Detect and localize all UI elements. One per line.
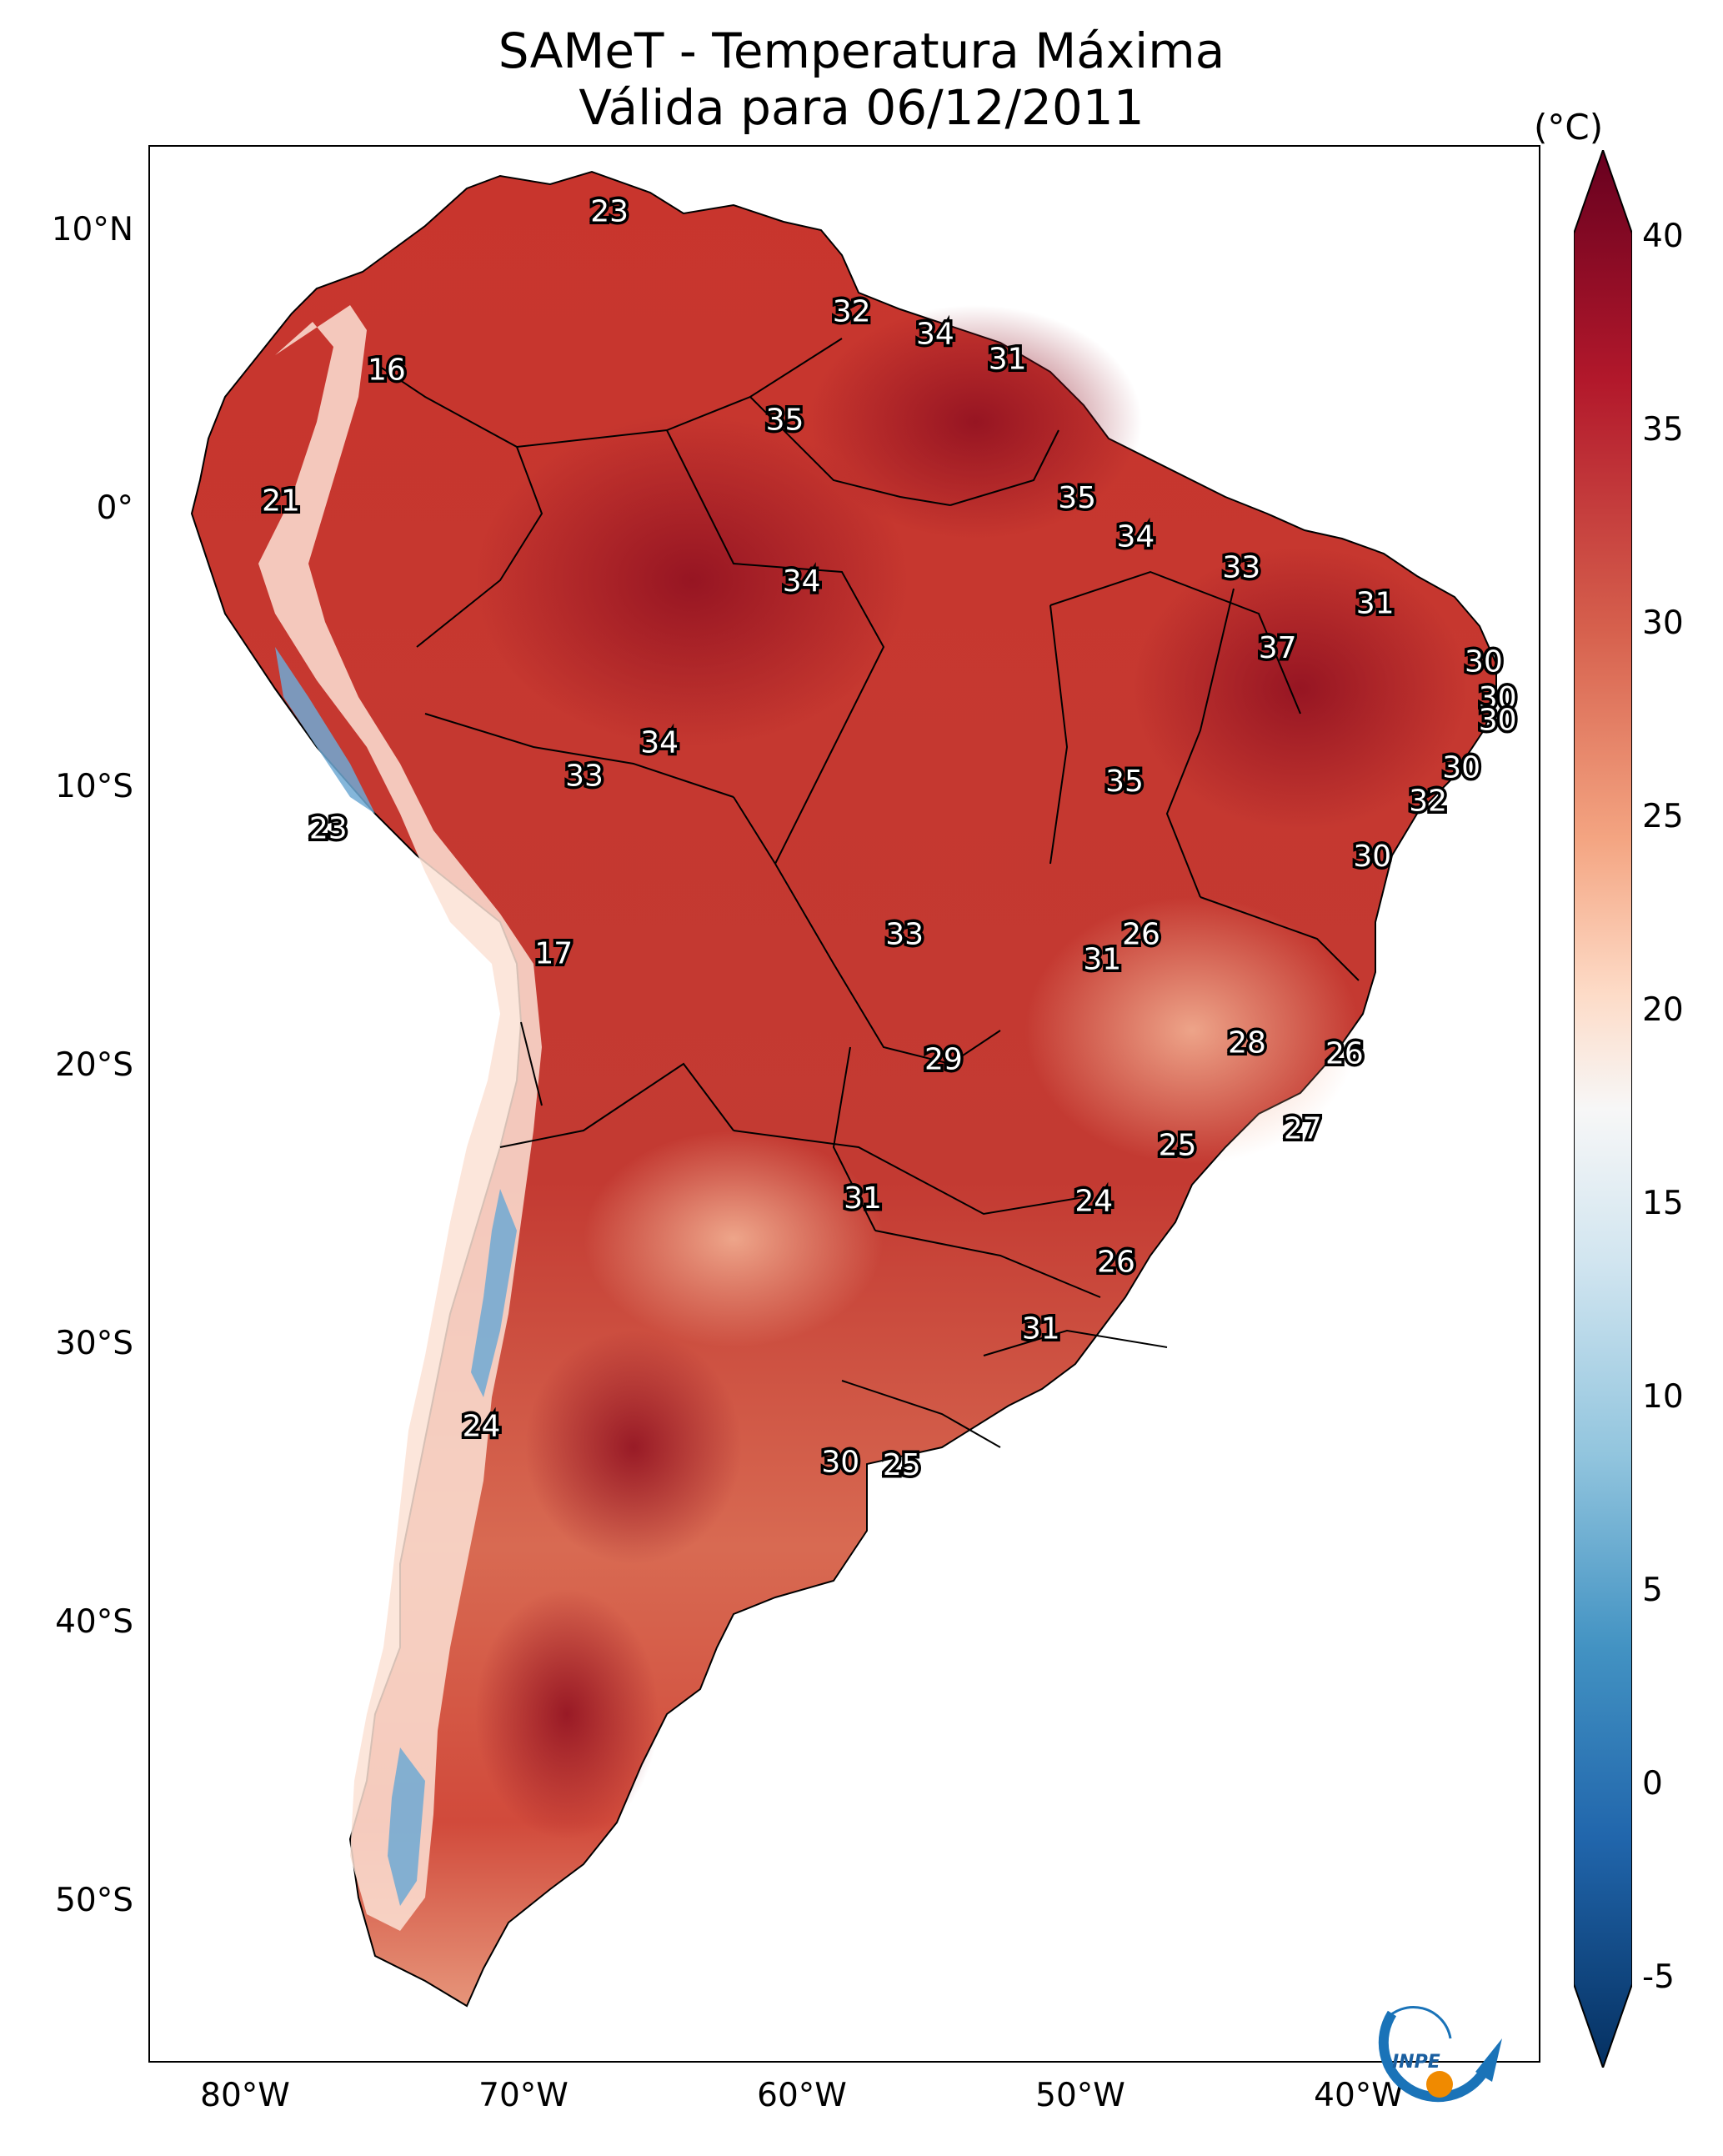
logo-arc [1378,2010,1489,2103]
chart-title: SAMeT - Temperatura Máxima [498,23,1225,79]
colorbar-ramp [1574,150,1632,2068]
colorbar-tick-0: 0 [1642,1765,1663,1803]
lon-label-80w: 80°W [200,2077,290,2114]
mild-region-southeast [1025,897,1359,1164]
temperature-label: 35 [1058,481,1096,515]
lon-label-70w: 70°W [478,2077,568,2114]
temperature-label: 32 [833,295,871,329]
temperature-label: 26 [1122,917,1160,951]
lat-label-40s: 40°S [55,1603,133,1641]
logo-sun-icon [1426,2071,1453,2098]
andes-cool-zone [258,305,542,1931]
lon-label-50w: 50°W [1035,2077,1125,2114]
colorbar-tick-30: 30 [1642,604,1684,642]
temperature-label: 26 [1325,1037,1364,1071]
temperature-label: 30 [1442,750,1480,785]
temperature-label: 33 [885,917,924,951]
lat-label-10n: 10°N [51,211,133,248]
mild-region-chaco [584,1131,884,1347]
lon-label-60w: 60°W [757,2077,847,2114]
colorbar-tick-20: 20 [1642,991,1684,1029]
temperature-label: 31 [989,342,1027,376]
lat-label-20s: 20°S [55,1046,133,1084]
logo-orbit [1382,2006,1452,2039]
lat-label-0: 0° [96,489,133,527]
lat-label-50s: 50°S [55,1882,133,1919]
temperature-label: 30 [1353,840,1391,874]
temperature-label: 34 [916,317,954,351]
hot-region-patagonia [475,1589,659,1839]
colorbar-tick-15: 15 [1642,1185,1684,1222]
temperature-label: 34 [783,564,821,599]
hot-region-pampa [525,1331,742,1564]
temperature-label: 33 [1222,550,1260,584]
temperature-label: 32 [1409,784,1447,818]
temperature-label: 23 [309,812,348,846]
map-panel: 23 16 32 34 31 35 21 35 34 33 34 31 37 30 30 30 34 33 35 30… [148,145,1540,2063]
temperature-label: 28 [1228,1025,1266,1060]
inpe-logo: INPE [1378,2006,1502,2103]
temperature-label: 25 [1159,1129,1197,1163]
temperature-label: 30 [1465,645,1503,679]
temperature-label: 31 [1022,1312,1060,1346]
temperature-label: 26 [1097,1246,1135,1280]
country-borders [374,338,1360,1448]
temperature-label: 23 [590,195,629,229]
hot-region-guianas [809,305,1142,539]
hot-region-northeast [1134,547,1467,830]
temperature-label: 35 [766,404,804,438]
temperature-label: 31 [1083,942,1121,976]
hot-region-amazon [475,414,909,747]
temperature-label: 34 [640,725,679,760]
logo-text: INPE [1392,2052,1440,2073]
temperature-label: 31 [844,1181,882,1216]
lon-label-40w: 40°W [1314,2077,1404,2114]
temperature-label: 21 [262,484,300,518]
temperature-label: 33 [565,759,604,793]
temperature-label: 29 [924,1042,963,1076]
temperature-label: 30 [1479,681,1517,715]
colorbar-unit: (°C) [1534,107,1604,148]
colorbar-tick-10: 10 [1642,1378,1684,1416]
colorbar-tick-minus5: -5 [1642,1958,1675,1996]
colorbar-tick-35: 35 [1642,411,1684,449]
temperature-label: 16 [368,353,406,388]
lat-label-10s: 10°S [55,768,133,805]
temperature-label: 30 [1479,704,1517,738]
temperature-label: 17 [534,937,573,971]
logo-arrow-icon [1475,2038,1502,2082]
temperature-label: 27 [1284,1112,1322,1146]
temperature-label: 37 [1259,631,1297,665]
temperature-label: 31 [1356,587,1395,621]
temperature-label: 30 [821,1446,859,1480]
colorbar [1574,150,1632,2068]
colorbar-tick-40: 40 [1642,218,1684,255]
colorbar-tick-5: 5 [1642,1572,1663,1609]
temperature-label: 34 [1116,520,1155,554]
temperature-label: 35 [1105,765,1144,799]
colorbar-tick-25: 25 [1642,798,1684,835]
chart-subtitle: Válida para 06/12/2011 [579,79,1144,136]
temperature-label: 25 [883,1448,921,1482]
temperature-label: 24 [463,1409,501,1443]
lat-label-30s: 30°S [55,1325,133,1362]
temperature-label: 24 [1074,1184,1113,1218]
